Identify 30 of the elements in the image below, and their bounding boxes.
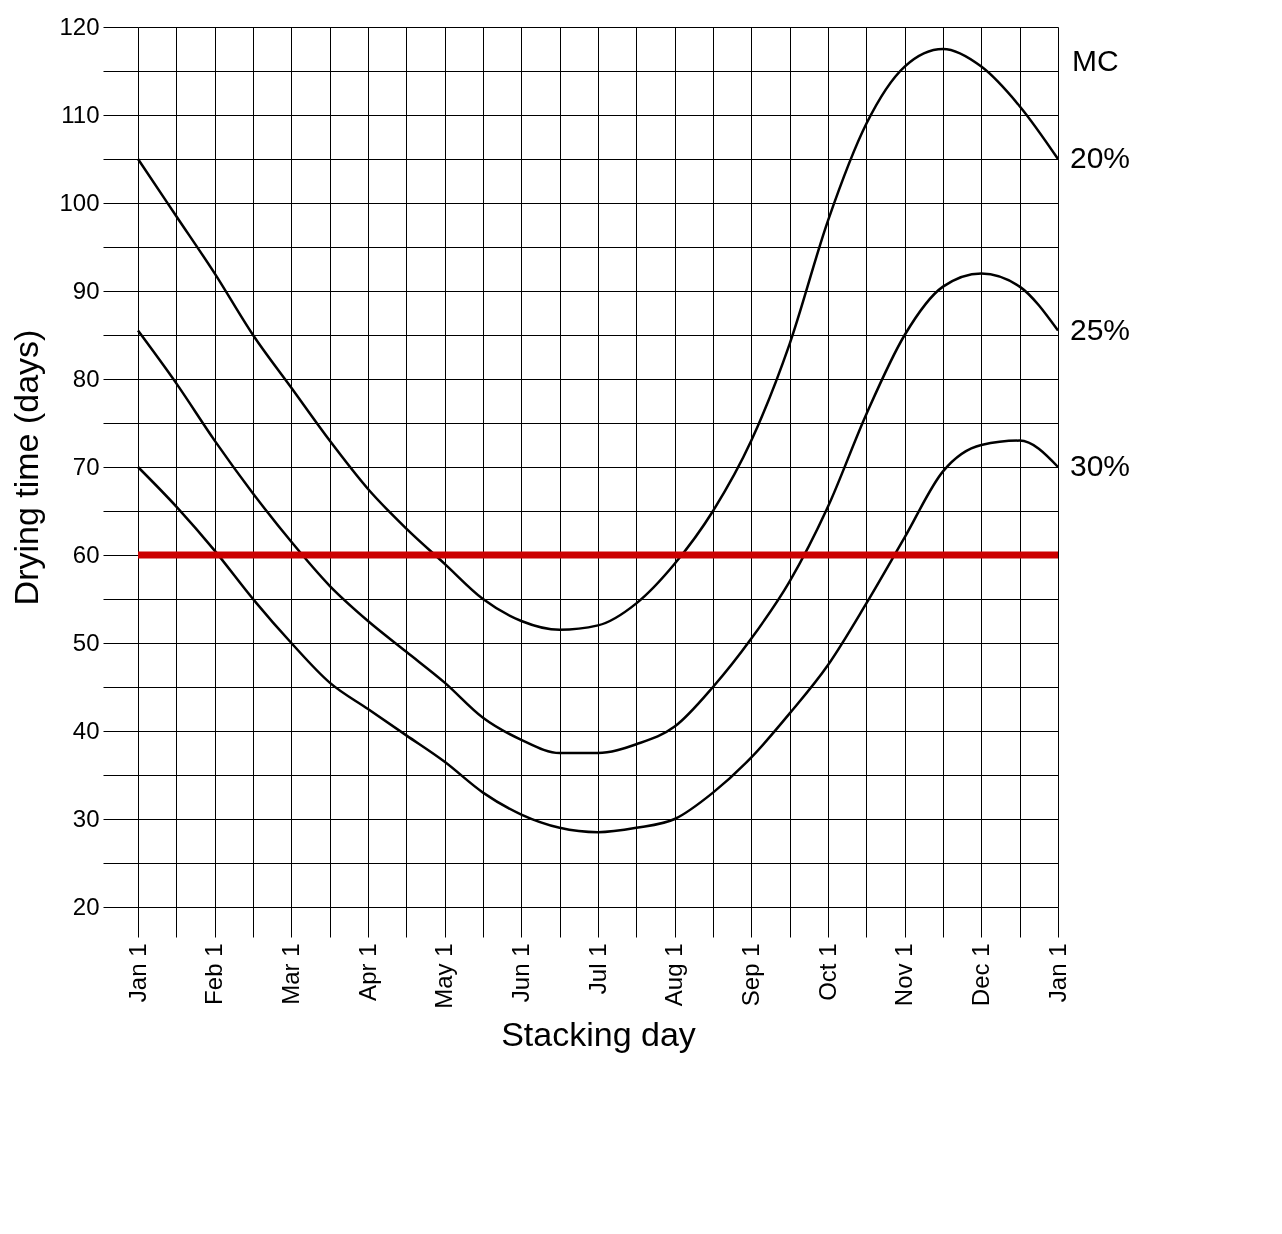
y-tick-label: 70 — [72, 452, 100, 480]
series-label: 30% — [1070, 449, 1131, 482]
x-tick-label: Aug 1 — [660, 943, 688, 1007]
x-tick-label: Dec 1 — [966, 943, 994, 1007]
y-tick-label: 50 — [72, 628, 100, 656]
x-tick-label: Sep 1 — [736, 943, 764, 1007]
x-tick-label: May 1 — [430, 943, 458, 1009]
x-tick-label: Apr 1 — [353, 943, 381, 1001]
x-tick-label: Jan 1 — [123, 943, 151, 1003]
x-tick-label: Feb 1 — [200, 943, 228, 1005]
x-tick-label: Nov 1 — [890, 943, 918, 1007]
legend-title: MC — [1072, 44, 1119, 77]
y-tick-label: 100 — [59, 188, 100, 216]
y-tick-label: 30 — [72, 804, 100, 832]
x-tick-label: Jun 1 — [506, 943, 534, 1003]
x-tick-label: Jan 1 — [1043, 943, 1071, 1003]
series-label: 20% — [1070, 141, 1131, 174]
x-tick-label: Jul 1 — [583, 943, 611, 995]
y-axis-title: Drying time (days) — [7, 329, 46, 606]
x-axis-title: Stacking day — [501, 1014, 696, 1053]
y-tick-label: 90 — [72, 276, 100, 304]
y-tick-label: 120 — [59, 12, 100, 40]
y-tick-label: 60 — [72, 540, 100, 568]
y-tick-label: 40 — [72, 716, 100, 744]
x-tick-label: Mar 1 — [276, 943, 304, 1005]
x-tick-label: Oct 1 — [813, 943, 841, 1001]
y-tick-label: 80 — [72, 364, 100, 392]
y-tick-label: 20 — [72, 892, 100, 920]
series-label: 25% — [1070, 312, 1131, 346]
y-tick-label: 110 — [61, 100, 100, 128]
